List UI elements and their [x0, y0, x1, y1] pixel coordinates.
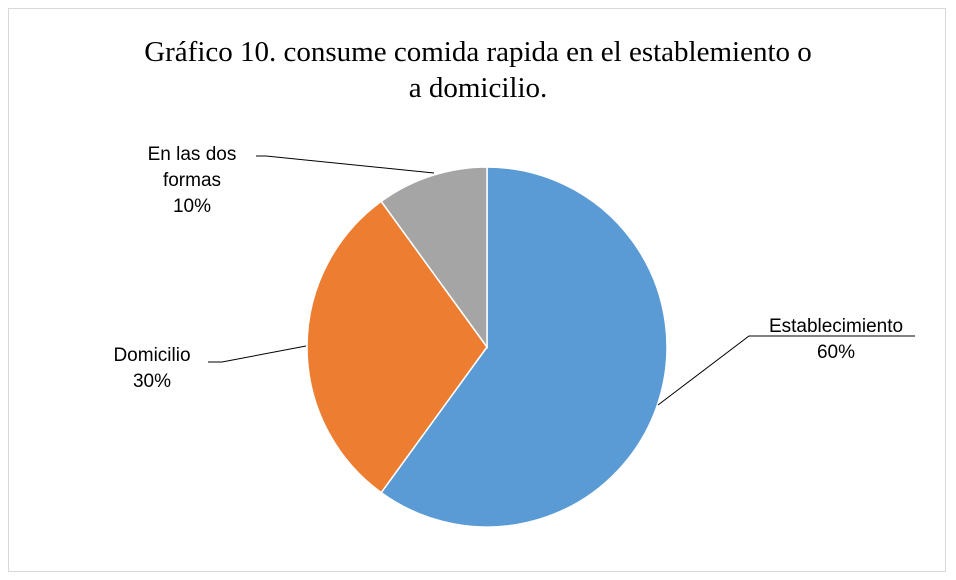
- leader-line-establecimiento: [657, 335, 915, 406]
- chart-title-line-1: Gráfico 10. consume comida rapida en el …: [144, 36, 812, 68]
- pie-slice-en-las-dos-formas: [380, 166, 488, 350]
- leader-line-domicilio: [208, 345, 307, 363]
- pie-slice-domicilio: [306, 200, 488, 494]
- chart-title-line-2: a domicilio.: [408, 72, 548, 104]
- slice-label-establecimiento: Establecimiento 60%: [769, 316, 903, 363]
- slice-percent-domicilio: 30%: [133, 371, 171, 392]
- slice-labels: Establecimiento 60% Domicilio 30% En las dos…: [113, 144, 903, 392]
- slice-name-establecimiento: Establecimiento: [769, 316, 903, 337]
- label-leader-lines: [208, 155, 915, 406]
- slice-percent-establecimiento: 60%: [817, 342, 855, 363]
- pie-slice-establecimiento: [380, 166, 668, 528]
- slice-name-en-las-dos-formas: formas: [163, 170, 221, 191]
- chart-title: Gráfico 10. consume comida rapida en el …: [0, 34, 956, 106]
- slice-name-en-las-dos-formas: En las dos: [148, 144, 237, 165]
- slice-label-en-las-dos-formas: En las dos formas 10%: [148, 144, 237, 217]
- pie-slices: [306, 166, 668, 528]
- leader-line-en-las-dos-formas: [256, 155, 435, 174]
- slice-percent-en-las-dos-formas: 10%: [173, 196, 211, 217]
- slice-name-domicilio: Domicilio: [113, 345, 190, 366]
- slice-label-domicilio: Domicilio 30%: [113, 345, 190, 392]
